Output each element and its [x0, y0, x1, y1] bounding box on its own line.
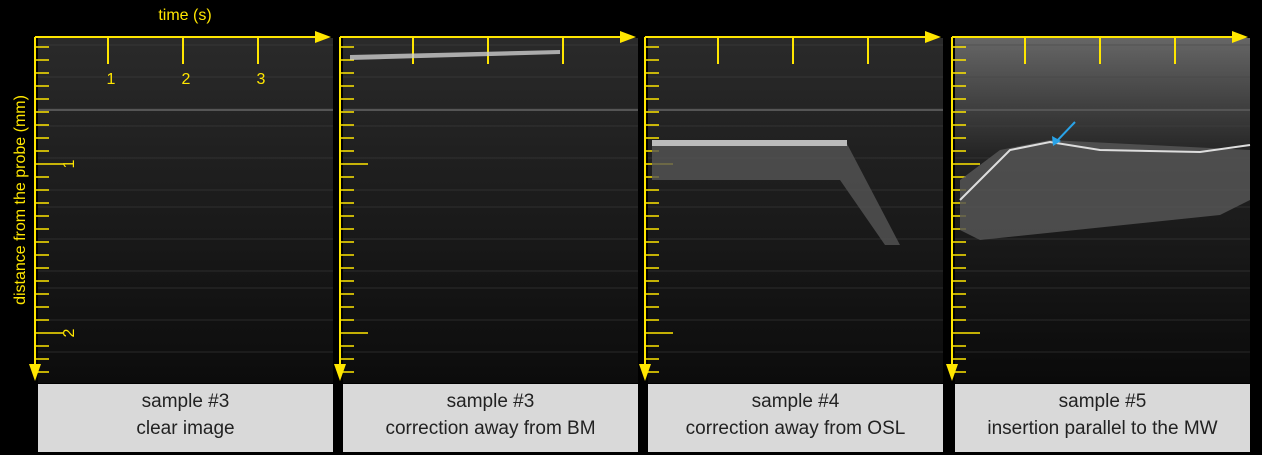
caption: correction away from OSL: [686, 418, 906, 439]
x-tick-label: 1: [107, 71, 116, 88]
echo-feature: [350, 50, 560, 60]
x-tick-label: 3: [257, 71, 266, 88]
x-tick-label: 2: [182, 71, 191, 88]
ultrasound-image: [343, 38, 638, 383]
y-tick-label: 2: [61, 328, 78, 337]
caption: clear image: [136, 418, 234, 439]
y-axis-label: distance from the probe (mm): [12, 95, 29, 305]
x-arrow: [1232, 31, 1248, 43]
echo-feature: [652, 140, 847, 146]
echo-feature: [959, 140, 1251, 201]
caption-box: [955, 384, 1250, 452]
ultrasound-image: [648, 38, 943, 383]
caption-box: [343, 384, 638, 452]
echo-feature: [652, 140, 900, 245]
ultrasound-image: [38, 38, 333, 383]
echo-feature: [960, 140, 1250, 240]
caption: sample #3: [447, 391, 535, 412]
caption-box: [38, 384, 333, 452]
arrow-head: [1052, 136, 1061, 146]
x-arrow: [925, 31, 941, 43]
caption: sample #4: [752, 391, 840, 412]
x-arrow: [620, 31, 636, 43]
caption: insertion parallel to the MW: [987, 418, 1217, 439]
caption: sample #5: [1059, 391, 1147, 412]
y-tick-label: 1: [61, 159, 78, 168]
caption: sample #3: [142, 391, 230, 412]
caption: correction away from BM: [385, 418, 595, 439]
caption-box: [648, 384, 943, 452]
x-arrow: [315, 31, 331, 43]
x-axis-label: time (s): [158, 7, 211, 24]
arrow: [1054, 121, 1076, 144]
